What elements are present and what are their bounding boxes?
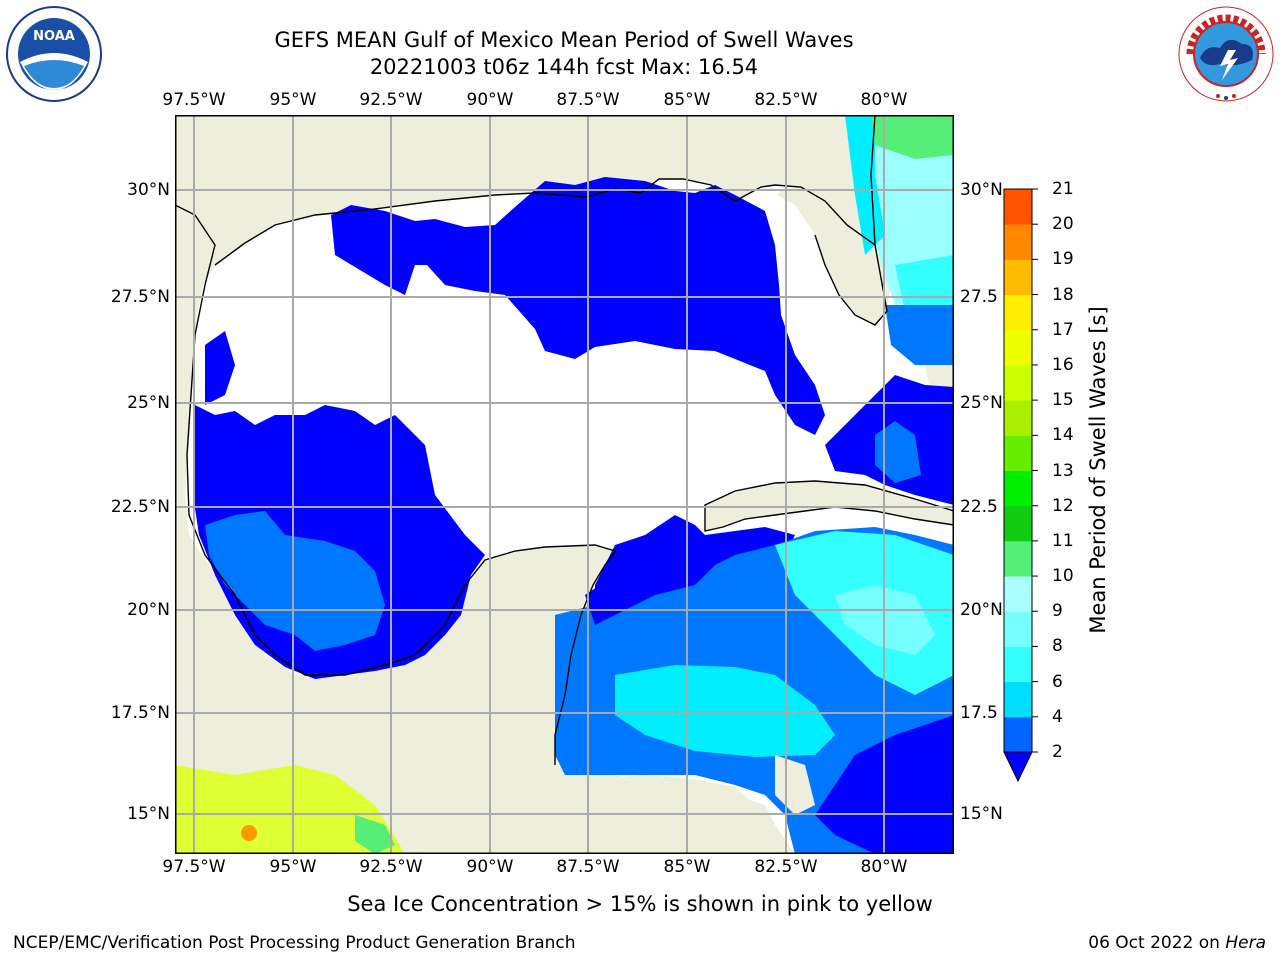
map-title: GEFS MEAN Gulf of Mexico Mean Period of … [274,28,854,52]
colorbar-swatch [1004,540,1032,577]
colorbar-tick-label: 17 [1052,319,1074,340]
lat-label-left: 30°N [127,180,170,200]
colorbar-tick-label: 12 [1052,495,1074,516]
lon-label-top: 87.5°W [556,90,620,110]
nws-logo [1178,6,1274,102]
lat-label-right: 20°N [960,600,1003,620]
colorbar-swatch [1004,400,1032,436]
colorbar-swatch [1004,716,1032,753]
footer-credit: NCEP/EMC/Verification Post Processing Pr… [13,933,576,953]
atlantic-cyan-band [895,255,954,315]
footer-host: Hera [1225,933,1266,953]
bahamas-blue [885,305,954,365]
east-florida-cyan [845,115,885,255]
colorbar-tick-label: 20 [1052,214,1074,235]
colorbar-swatch [1004,259,1032,296]
colorbar-tick-marks [1032,188,1038,753]
lat-label-left: 27.5°N [110,287,170,307]
colorbar-tick-label: 15 [1052,390,1074,411]
atlantic-green [871,115,954,159]
gulf-west-strip [205,331,235,405]
pacific-peak [241,825,257,841]
footer-date-host: 06 Oct 2022 on Hera [1088,933,1266,953]
pacific-swell [175,765,405,854]
sea-ice-note: Sea Ice Concentration > 15% is shown in … [347,892,933,916]
noaa-logo: NOAA [6,6,102,102]
lon-label-top: 90°W [466,90,514,110]
colorbar-tick-label: 6 [1052,671,1063,692]
lat-label-left: 15°N [127,804,170,824]
lon-label-top: 80°W [860,90,908,110]
lat-label-right: 15°N [960,804,1003,824]
colorbar-swatch [1004,470,1032,507]
colorbar-tick-label: 2 [1052,742,1063,762]
colorbar-swatch [1004,189,1032,225]
caribbean-darkblue-west [585,545,715,625]
colorbar-tick-label: 8 [1052,636,1063,657]
graticule [175,115,954,854]
swell-period-map [175,115,954,854]
colorbar-tick-label: 18 [1052,284,1074,305]
colorbar-tick-label: 16 [1052,354,1074,375]
colorbar-swatch [1004,646,1032,683]
colorbar-tick-label: 14 [1052,425,1074,446]
colorbar-swatch [1004,224,1032,260]
colorbar-swatch [1004,294,1032,331]
lon-label-top: 82.5°W [754,90,818,110]
lat-label-right: 25°N [960,393,1003,413]
colorbar-swatch [1004,576,1032,612]
lat-label-right: 30°N [960,180,1003,200]
lon-label-top: 97.5°W [162,90,226,110]
lon-label-bottom: 92.5°W [359,857,423,877]
gulf-west-lightblue [205,511,385,651]
colorbar-tick-label: 21 [1052,179,1074,199]
lon-label-bottom: 85°W [663,857,711,877]
footer-date: 06 Oct 2022 on [1088,933,1226,953]
lon-label-bottom: 80°W [860,857,908,877]
pacific-green-spot [355,815,395,854]
lon-label-top: 95°W [269,90,317,110]
colorbar-tick-label: 9 [1052,601,1063,622]
lat-label-left: 20°N [127,600,170,620]
lat-label-right: 27.5 [960,287,998,307]
colorbar [1003,188,1038,783]
colorbar-swatches [1004,189,1032,753]
caribbean-cyan [615,665,835,757]
colorbar-extend-triangle [1003,751,1033,783]
colorbar-swatch [1004,505,1032,542]
lat-label-right: 22.5 [960,497,998,517]
colorbar-tick-label: 19 [1052,249,1074,270]
lat-label-left: 22.5°N [110,497,170,517]
colorbar-tick-label: 4 [1052,706,1063,727]
florida-straits-light [875,421,921,483]
lat-label-left: 25°N [127,393,170,413]
colorbar-tick-label: 13 [1052,460,1074,481]
lat-label-right: 17.5 [960,703,998,723]
colorbar-swatch [1004,681,1032,718]
lon-label-top: 92.5°W [359,90,423,110]
noaa-logo-text: NOAA [33,29,75,44]
lat-label-left: 17.5°N [110,703,170,723]
colorbar-tick-label: 11 [1052,530,1074,551]
map-frame [175,115,954,854]
lon-label-top: 85°W [663,90,711,110]
coastline [175,115,888,765]
lon-label-bottom: 87.5°W [556,857,620,877]
colorbar-swatch [1004,364,1032,401]
lon-label-bottom: 95°W [269,857,317,877]
lon-label-bottom: 82.5°W [754,857,818,877]
lon-label-bottom: 97.5°W [162,857,226,877]
colorbar-title: Mean Period of Swell Waves [s] [1086,306,1110,634]
colorbar-swatch [1004,611,1032,647]
gulf-north-blue [331,177,825,435]
colorbar-tick-label: 10 [1052,566,1074,587]
lon-label-bottom: 90°W [466,857,514,877]
map-subtitle: 20221003 t06z 144h fcst Max: 16.54 [369,55,759,79]
colorbar-swatch [1004,329,1032,366]
colorbar-swatch [1004,435,1032,471]
